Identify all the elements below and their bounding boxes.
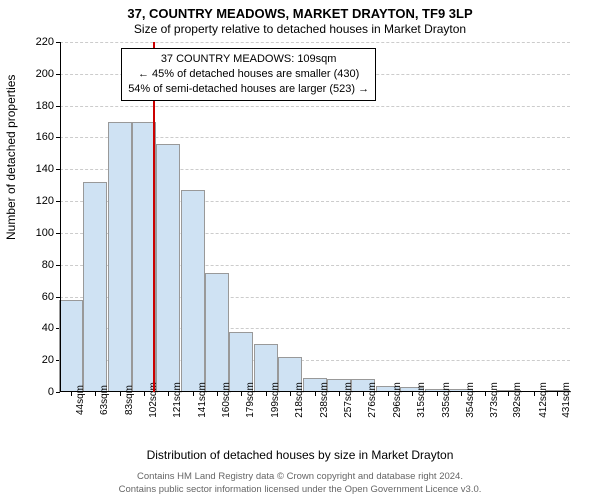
xtick-mark	[144, 392, 145, 396]
xtick-mark	[168, 392, 169, 396]
x-axis-label: Distribution of detached houses by size …	[0, 448, 600, 462]
xtick-label: 63sqm	[99, 385, 110, 415]
xtick-mark	[485, 392, 486, 396]
ytick-label: 120	[36, 195, 54, 207]
xtick-label: 392sqm	[512, 382, 523, 418]
xtick-mark	[461, 392, 462, 396]
ytick-label: 0	[48, 386, 54, 398]
ytick-label: 80	[42, 259, 54, 271]
annotation-line1: 37 COUNTRY MEADOWS: 109sqm	[128, 52, 369, 67]
xtick-mark	[266, 392, 267, 396]
ytick-label: 180	[36, 100, 54, 112]
y-axis-line	[60, 42, 61, 392]
histogram-bar	[83, 182, 107, 392]
annotation-line2: ← 45% of detached houses are smaller (43…	[128, 67, 369, 82]
histogram-bar	[59, 300, 83, 392]
xtick-mark	[241, 392, 242, 396]
ytick-label: 60	[42, 291, 54, 303]
xtick-label: 179sqm	[245, 382, 256, 418]
histogram-bar	[108, 122, 132, 392]
xtick-label: 412sqm	[538, 382, 549, 418]
chart-subtitle: Size of property relative to detached ho…	[0, 22, 600, 36]
xtick-label: 335sqm	[441, 382, 452, 418]
ytick-label: 200	[36, 68, 54, 80]
footer-line2: Contains public sector information licen…	[0, 484, 600, 496]
xtick-mark	[508, 392, 509, 396]
xtick-label: 218sqm	[294, 382, 305, 418]
ytick-label: 100	[36, 227, 54, 239]
xtick-label: 199sqm	[270, 382, 281, 418]
xtick-mark	[217, 392, 218, 396]
xtick-mark	[193, 392, 194, 396]
chart-container: 37, COUNTRY MEADOWS, MARKET DRAYTON, TF9…	[0, 0, 600, 500]
xtick-mark	[412, 392, 413, 396]
xtick-label: 373sqm	[489, 382, 500, 418]
histogram-bar	[181, 190, 205, 392]
annotation-line3: 54% of semi-detached houses are larger (…	[128, 82, 369, 97]
xtick-label: 44sqm	[75, 385, 86, 415]
xtick-mark	[339, 392, 340, 396]
xtick-label: 315sqm	[416, 382, 427, 418]
x-axis-line	[60, 391, 570, 392]
xtick-label: 354sqm	[465, 382, 476, 418]
xtick-mark	[95, 392, 96, 396]
histogram-bar	[205, 273, 229, 392]
ytick-label: 160	[36, 131, 54, 143]
xtick-label: 276sqm	[367, 382, 378, 418]
footer-line1: Contains HM Land Registry data © Crown c…	[0, 471, 600, 483]
grid-line	[60, 106, 570, 107]
xtick-mark	[437, 392, 438, 396]
xtick-label: 141sqm	[197, 382, 208, 418]
xtick-label: 238sqm	[319, 382, 330, 418]
xtick-label: 296sqm	[392, 382, 403, 418]
ytick-label: 140	[36, 163, 54, 175]
plot-area: 02040608010012014016018020022044sqm63sqm…	[60, 42, 570, 392]
xtick-label: 121sqm	[172, 382, 183, 418]
xtick-mark	[120, 392, 121, 396]
xtick-label: 257sqm	[343, 382, 354, 418]
footer-credits: Contains HM Land Registry data © Crown c…	[0, 471, 600, 496]
histogram-bar	[156, 144, 180, 392]
xtick-mark	[534, 392, 535, 396]
xtick-mark	[315, 392, 316, 396]
xtick-mark	[290, 392, 291, 396]
xtick-label: 431sqm	[561, 382, 572, 418]
xtick-mark	[363, 392, 364, 396]
xtick-mark	[388, 392, 389, 396]
y-axis-label: Number of detached properties	[4, 75, 18, 240]
xtick-label: 160sqm	[221, 382, 232, 418]
ytick-label: 40	[42, 322, 54, 334]
ytick-mark	[56, 392, 60, 393]
ytick-label: 220	[36, 36, 54, 48]
xtick-mark	[557, 392, 558, 396]
chart-title: 37, COUNTRY MEADOWS, MARKET DRAYTON, TF9…	[0, 6, 600, 21]
annotation-box: 37 COUNTRY MEADOWS: 109sqm ← 45% of deta…	[121, 48, 376, 101]
xtick-mark	[71, 392, 72, 396]
xtick-label: 83sqm	[124, 385, 135, 415]
ytick-label: 20	[42, 354, 54, 366]
grid-line	[60, 42, 570, 43]
